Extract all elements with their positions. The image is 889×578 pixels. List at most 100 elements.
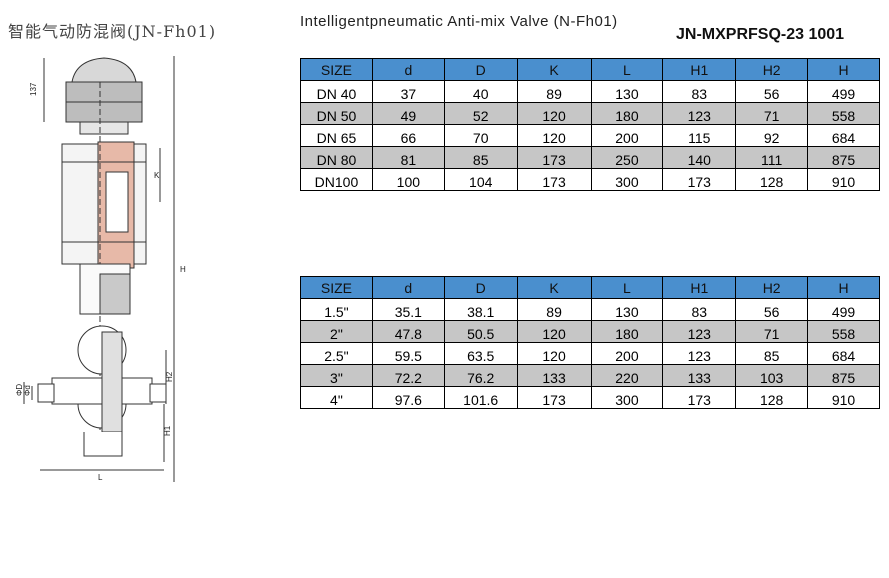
cell-h1: 133	[662, 364, 737, 387]
cell-D: 50.5	[443, 320, 518, 343]
dim-h2-label: H2	[165, 371, 174, 382]
metric-size-table: SIZE d D K L H1 H2 H DN 40 37 40 89 130 …	[300, 58, 880, 191]
table-row: 1.5" 35.1 38.1 89 130 83 56 499	[300, 298, 880, 321]
cell-k: 133	[516, 364, 592, 387]
table-header-row: SIZE d D K L H1 H2 H	[300, 276, 880, 299]
cell-size: DN 80	[300, 146, 373, 169]
cell-size: DN 40	[300, 80, 373, 103]
cell-h1: 123	[662, 102, 737, 125]
cell-h: 875	[807, 364, 880, 387]
cell-l: 180	[590, 320, 664, 343]
cell-D: 104	[443, 168, 518, 191]
cell-d: 72.2	[371, 364, 445, 387]
cell-h: 910	[807, 168, 880, 191]
header-l: L	[590, 276, 664, 299]
table-row: DN 80 81 85 173 250 140 111 875	[300, 146, 880, 169]
cell-l: 130	[590, 298, 664, 321]
cell-size: 4"	[300, 386, 373, 409]
cell-h2: 85	[735, 342, 809, 365]
header-h: H	[807, 58, 880, 81]
header-d: d	[371, 276, 445, 299]
cell-l: 180	[590, 102, 664, 125]
cell-h2: 111	[735, 146, 809, 169]
cell-h: 558	[807, 102, 880, 125]
header-D: D	[443, 276, 518, 299]
cell-size: DN100	[300, 168, 373, 191]
cell-size: 3"	[300, 364, 373, 387]
header-h2: H2	[735, 58, 809, 81]
cell-k: 120	[516, 320, 592, 343]
cell-d: 37	[371, 80, 445, 103]
cell-D: 101.6	[443, 386, 518, 409]
header-l: L	[590, 58, 664, 81]
cell-l: 200	[590, 342, 664, 365]
cell-h1: 83	[662, 298, 737, 321]
table-row: 2" 47.8 50.5 120 180 123 71 558	[300, 320, 880, 343]
header-d: d	[371, 58, 445, 81]
cell-h1: 83	[662, 80, 737, 103]
cell-h2: 128	[735, 386, 809, 409]
cell-d: 59.5	[371, 342, 445, 365]
cell-h: 875	[807, 146, 880, 169]
cell-size: 2"	[300, 320, 373, 343]
cell-h2: 71	[735, 320, 809, 343]
cell-d: 47.8	[371, 320, 445, 343]
dim-D-label: ΦD	[15, 384, 24, 396]
dim-h1-label: H1	[163, 425, 172, 436]
cell-h1: 173	[662, 386, 737, 409]
table-row: 3" 72.2 76.2 133 220 133 103 875	[300, 364, 880, 387]
cell-D: 38.1	[443, 298, 518, 321]
cell-l: 300	[590, 386, 664, 409]
table-row: 4" 97.6 101.6 173 300 173 128 910	[300, 386, 880, 409]
cell-D: 52	[443, 102, 518, 125]
cell-h2: 56	[735, 80, 809, 103]
cell-h: 684	[807, 124, 880, 147]
dim-d-label: Φd	[23, 385, 32, 396]
dim-h-label: H	[180, 265, 186, 274]
cell-l: 250	[590, 146, 664, 169]
cell-h2: 71	[735, 102, 809, 125]
cell-k: 173	[516, 146, 592, 169]
cell-k: 173	[516, 168, 592, 191]
cell-size: 2.5"	[300, 342, 373, 365]
cell-h: 499	[807, 80, 880, 103]
cell-h: 558	[807, 320, 880, 343]
cell-h1: 123	[662, 320, 737, 343]
header-size: SIZE	[300, 58, 373, 81]
cell-k: 173	[516, 386, 592, 409]
table-row: DN 65 66 70 120 200 115 92 684	[300, 124, 880, 147]
cell-D: 63.5	[443, 342, 518, 365]
cell-k: 120	[516, 124, 592, 147]
cell-h: 910	[807, 386, 880, 409]
header-h1: H1	[662, 58, 737, 81]
header-size: SIZE	[300, 276, 373, 299]
cell-k: 89	[516, 80, 592, 103]
cell-d: 35.1	[371, 298, 445, 321]
cell-D: 40	[443, 80, 518, 103]
cell-size: DN 65	[300, 124, 373, 147]
cell-k: 89	[516, 298, 592, 321]
cell-h2: 128	[735, 168, 809, 191]
table-header-row: SIZE d D K L H1 H2 H	[300, 58, 880, 81]
dim-k-label: K	[154, 171, 160, 180]
cell-h2: 92	[735, 124, 809, 147]
table-row: DN 50 49 52 120 180 123 71 558	[300, 102, 880, 125]
table-row: DN 40 37 40 89 130 83 56 499	[300, 80, 880, 103]
cell-h2: 103	[735, 364, 809, 387]
cell-k: 120	[516, 102, 592, 125]
cell-l: 130	[590, 80, 664, 103]
cell-d: 97.6	[371, 386, 445, 409]
dim-L-label: L	[98, 473, 103, 482]
cell-size: 1.5"	[300, 298, 373, 321]
valve-technical-drawing: 137 K H H2 H1 ΦD Φd L	[15, 56, 186, 482]
cell-h1: 115	[662, 124, 737, 147]
header-k: K	[516, 276, 592, 299]
cell-h2: 56	[735, 298, 809, 321]
cell-d: 66	[371, 124, 445, 147]
header-h2: H2	[735, 276, 809, 299]
cell-d: 81	[371, 146, 445, 169]
cell-l: 220	[590, 364, 664, 387]
table-row: DN100 100 104 173 300 173 128 910	[300, 168, 880, 191]
cell-d: 100	[371, 168, 445, 191]
title-english: Intelligentpneumatic Anti-mix Valve (N-F…	[300, 13, 618, 30]
